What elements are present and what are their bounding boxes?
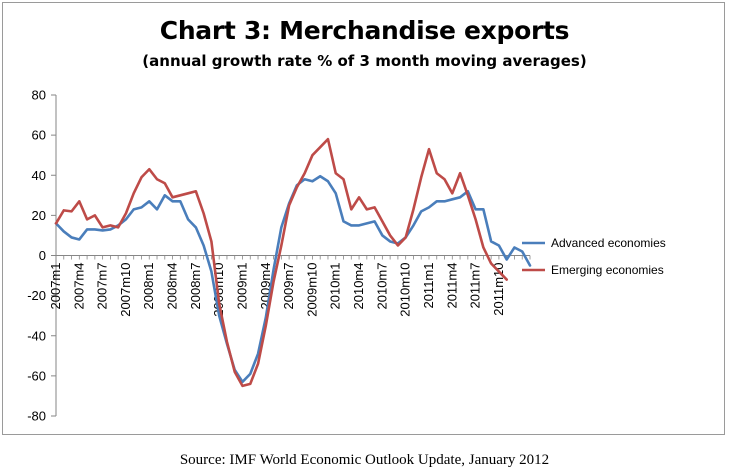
y-axis: 80 60 40 20 0 -20 -40 -60 -80 [27, 88, 57, 424]
y-tick-label: 40 [32, 168, 46, 183]
x-tick-label: 2007m1 [48, 263, 63, 310]
x-tick-label: 2007m7 [95, 263, 110, 310]
x-tick-label: 2008m1 [141, 263, 156, 310]
y-tick-label: -20 [27, 288, 46, 303]
x-tick-label: 2011m4 [444, 263, 459, 309]
y-tick-label: 60 [32, 128, 46, 143]
x-tick-label: 2010m10 [398, 263, 413, 317]
y-tick-label: -80 [27, 409, 46, 424]
y-tick-label: 80 [32, 88, 46, 103]
chart-source: Source: IMF World Economic Outlook Updat… [179, 452, 550, 468]
x-tick-label: 2009m7 [281, 263, 296, 310]
x-tick-label: 2008m4 [165, 263, 180, 310]
x-tick-label: 2010m4 [351, 263, 366, 310]
x-tick-label: 2009m1 [234, 263, 249, 310]
chart-title: Chart 3: Merchandise exports [159, 16, 570, 45]
y-tick-label: 20 [32, 208, 46, 223]
x-tick-label: 2011m7 [468, 263, 483, 309]
y-tick-label: -60 [27, 368, 46, 383]
y-tick-label: -40 [27, 328, 46, 343]
legend-label: Emerging economies [551, 263, 664, 277]
series-lines [54, 137, 532, 388]
x-tick-label: 2009m10 [304, 263, 319, 317]
x-tick-label: 2007m10 [118, 263, 133, 317]
x-tick-label: 2010m1 [328, 263, 343, 310]
y-tick-label: 0 [39, 248, 46, 263]
chart-subtitle: (annual growth rate % of 3 month moving … [142, 52, 587, 70]
x-axis: 2007m1 2007m4 2007m7 2007m10 2008m1 2008m4 200… [48, 255, 531, 317]
x-tick-label: 2010m7 [374, 263, 389, 310]
x-tick-label: 2007m4 [71, 263, 86, 310]
x-tick-label: 2011m1 [421, 263, 436, 309]
legend: Advanced economies Emerging economies [522, 236, 666, 277]
legend-label: Advanced economies [551, 236, 666, 250]
x-tick-label: 2008m7 [188, 263, 203, 310]
series-line-emerging [54, 137, 508, 388]
